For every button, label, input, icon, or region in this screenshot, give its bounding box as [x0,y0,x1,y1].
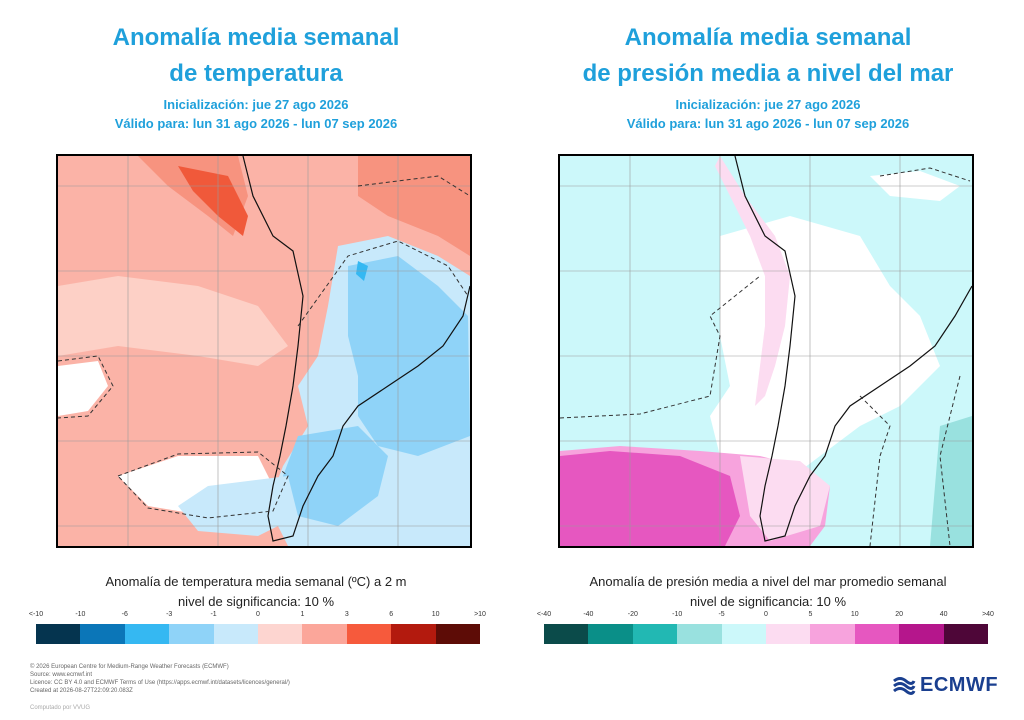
positive-ridge [715,156,790,406]
temperature-title: Anomalía media semanal de temperatura [0,20,512,92]
temperature-colorbar-tick-label: >10 [474,611,486,618]
pressure-title: Anomalía media semanal de presión media … [512,20,1024,92]
temperature-colorbar [36,624,481,644]
temperature-title-line2: de temperatura [169,60,343,87]
pressure-colorbar-tick-label: 5 [808,611,813,618]
pressure-colorbar [544,624,989,644]
temperature-subtitle: Inicialización: jue 27 ago 2026 Válido p… [0,95,512,133]
ecmwf-logo-text: ECMWF [920,674,999,696]
temperature-legend-title: Anomalía de temperatura media semanal (º… [0,572,512,612]
pressure-colorbar-segment [544,624,589,644]
pressure-colorbar-segment [588,624,633,644]
pressure-init-date: Inicialización: jue 27 ago 2026 [675,97,861,112]
significance-contours [58,175,470,519]
temperature-colorbar-tick-label: -10 [75,611,86,618]
temperature-colorbar-segment [169,624,214,644]
temperature-panel: Anomalía media semanal de temperatura In… [0,0,512,660]
temperature-colorbar-tick-label: 6 [389,611,394,618]
pressure-colorbar-segment [721,624,767,644]
pressure-legend-units: Anomalía de presión media a nivel del ma… [589,574,947,589]
temperature-colorbar-tick-label: -3 [166,611,173,618]
pressure-colorbar-tick-label: -40 [583,611,594,618]
computed-by-note: Computado por VVUG [30,705,91,711]
footer-licence[interactable]: Licence: CC BY 4.0 and ECMWF Terms of Us… [30,680,290,686]
graticule [58,156,470,546]
temperature-colorbar-segment [391,624,436,644]
footer-copyright: © 2026 European Centre for Medium-Range … [30,664,229,670]
temperature-colorbar-segment [346,624,392,644]
temperature-title-line1: Anomalía media semanal [112,24,400,51]
temperature-colorbar-segment [435,624,481,644]
temperature-valid-range: Válido para: lun 31 ago 2026 - lun 07 se… [114,116,398,131]
pressure-colorbar-tick-label: <-40 [536,611,552,618]
low-anomaly [930,416,972,546]
temperature-colorbar-segment [258,624,303,644]
pressure-colorbar-segment [810,624,855,644]
pressure-legend-title: Anomalía de presión media a nivel del ma… [512,572,1024,612]
pressure-colorbar-tick-label: 10 [850,611,859,618]
pressure-map[interactable] [558,154,974,548]
pressure-title-line2: de presión media a nivel del mar [582,60,954,87]
pressure-colorbar-tick-label: -5 [718,611,725,618]
temperature-colorbar-tick-label: -6 [121,611,128,618]
strong-warm-band [178,166,248,236]
temperature-colorbar-tick-label: <-10 [28,611,44,618]
temperature-colorbar-ticks: <-10 -10 -6 -3 -1 0 1 3 6 10 >10 [29,611,486,623]
temperature-colorbar-segment [36,624,81,644]
cool-region-southwest [178,476,298,536]
pressure-colorbar-segment [632,624,678,644]
temperature-colorbar-tick-label: 1 [300,611,305,618]
temperature-colorbar-tick-label: 3 [344,611,349,618]
graticule [560,156,972,546]
pressure-colorbar-tick-label: 40 [939,611,948,618]
pressure-subtitle: Inicialización: jue 27 ago 2026 Válido p… [512,95,1024,133]
temperature-colorbar-tick-label: -1 [210,611,217,618]
pressure-colorbar-tick-label: 20 [895,611,904,618]
footer-created: Created at 2026-08-27T22:09:20.083Z [30,688,133,694]
pressure-valid-range: Válido para: lun 31 ago 2026 - lun 07 se… [626,116,910,131]
temperature-map-svg [58,156,470,546]
footer-source[interactable]: Source: www.ecmwf.int [30,672,93,678]
pressure-colorbar-segment [854,624,900,644]
pressure-colorbar-ticks: <-40 -40 -20 -10 -5 0 5 10 20 40 >40 [537,611,994,623]
coastline [734,156,972,542]
pressure-significance: nivel de significancia: 10 % [689,594,847,609]
warm-region-northeast [358,156,470,256]
pressure-panel: Anomalía media semanal de presión media … [512,0,1024,660]
ecmwf-logo-icon [893,676,916,695]
pressure-colorbar-segment [943,624,989,644]
pressure-colorbar-segment [766,624,811,644]
temperature-colorbar-segment [302,624,347,644]
temperature-colorbar-tick-label: 0 [256,611,260,618]
temperature-legend-units: Anomalía de temperatura media semanal (º… [105,574,407,589]
coastline [242,156,470,542]
pressure-colorbar-tick-label: 0 [764,611,768,618]
temperature-init-date: Inicialización: jue 27 ago 2026 [163,97,349,112]
pressure-colorbar-tick-label: -20 [627,611,638,618]
strong-high-anomaly [560,451,740,546]
temperature-colorbar-segment [124,624,170,644]
weak-high-anomaly [740,456,830,541]
temperature-colorbar-segment [80,624,125,644]
temperature-significance: nivel de significancia: 10 % [177,594,335,609]
pressure-colorbar-segment [899,624,944,644]
pressure-colorbar-tick-label: -10 [672,611,683,618]
significance-contours [560,167,971,546]
copyright-footer: © 2026 European Centre for Medium-Range … [30,663,290,695]
pressure-map-svg [560,156,972,546]
pressure-colorbar-segment [677,624,722,644]
cold-region-south [283,426,388,526]
ocean-light-band [58,276,288,366]
pressure-colorbar-tick-label: >40 [982,611,994,618]
pressure-title-line1: Anomalía media semanal [624,24,912,51]
temperature-colorbar-tick-label: 10 [431,611,440,618]
ecmwf-logo[interactable]: ECMWF [892,674,998,697]
temperature-colorbar-segment [213,624,259,644]
temperature-map[interactable] [56,154,472,548]
neutral-patch-west [58,361,108,416]
